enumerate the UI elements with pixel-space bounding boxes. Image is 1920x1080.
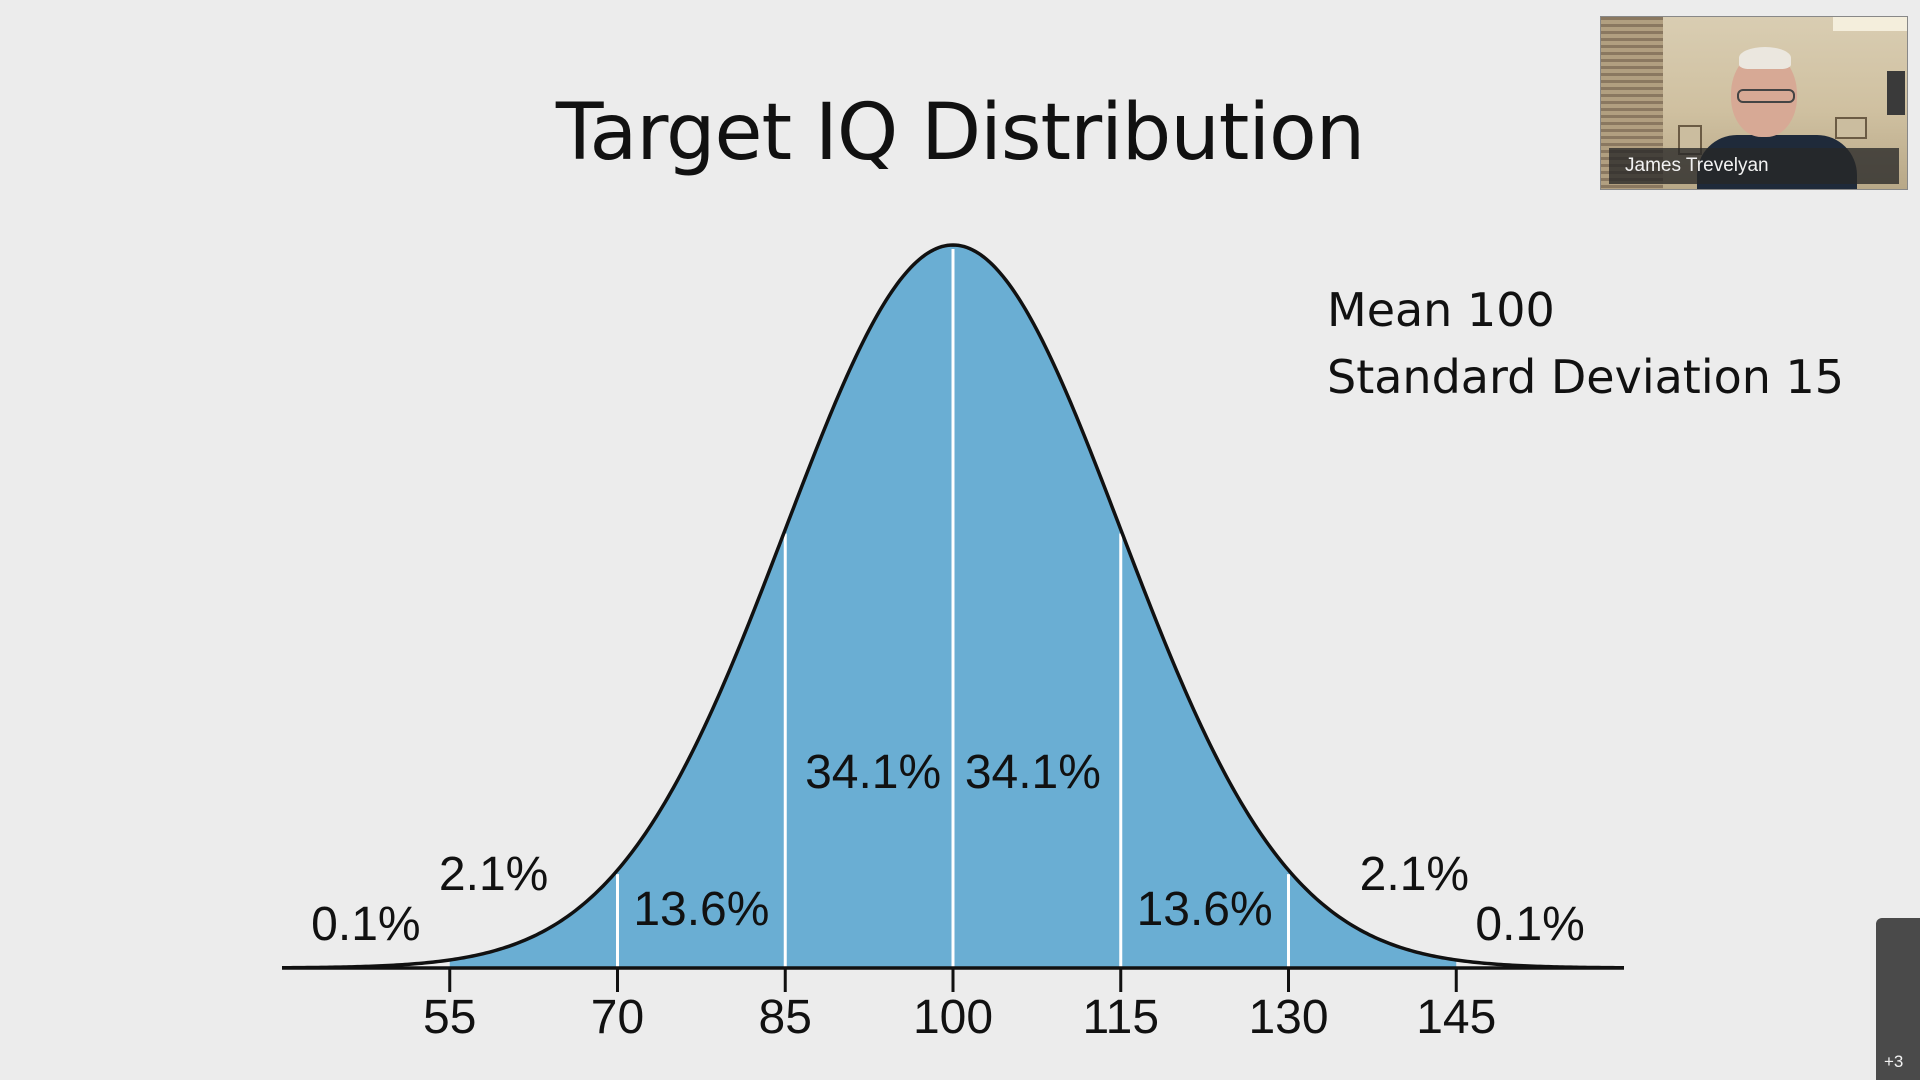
sd-dividers [616,249,1290,968]
x-axis-tick-label: 55 [423,991,476,1044]
more-participants-count: +3 [1884,1052,1904,1071]
ceiling-light [1833,17,1907,31]
segment-percent-label: 34.1% [805,746,941,799]
segment-percent-label: 13.6% [1137,883,1273,936]
x-axis-ticks [448,968,1458,992]
wall-frame [1835,117,1867,139]
x-axis-tick-label: 130 [1248,991,1328,1044]
slide-title: Target IQ Distribution [555,88,1365,178]
x-axis-tick-label: 70 [591,991,644,1044]
standard-deviation-annotation: Standard Deviation 15 [1327,350,1845,404]
segment-percent-label: 34.1% [965,746,1101,799]
x-axis-tick-labels: 55 70 85 100 115 130 145 [423,991,1496,1044]
more-participants-panel[interactable]: +3 [1876,918,1920,1080]
segment-percent-label: 13.6% [633,883,769,936]
participant-name: James Trevelyan [1625,155,1769,176]
participant-hair [1739,47,1791,69]
distribution-curve [281,243,1625,970]
segment-percent-label: 2.1% [1360,848,1469,901]
x-axis-tick-label: 85 [759,991,812,1044]
segment-percent-label: 2.1% [439,848,548,901]
participant-name-bar: James Trevelyan [1609,148,1899,184]
participant-video-tile[interactable]: James Trevelyan [1600,16,1908,190]
segment-percent-label: 0.1% [1475,898,1584,951]
mean-annotation: Mean 100 [1327,283,1555,337]
participant-glasses [1737,89,1795,103]
x-axis-tick-label: 100 [913,991,993,1044]
x-axis-tick-label: 115 [1082,991,1159,1044]
segment-percent-label: 0.1% [311,898,420,951]
wall-frame [1887,71,1905,115]
segment-percent-labels: 0.1%2.1%13.6%34.1% 34.1%13.6%2.1%0.1% [311,746,1585,951]
x-axis-tick-label: 145 [1416,991,1496,1044]
